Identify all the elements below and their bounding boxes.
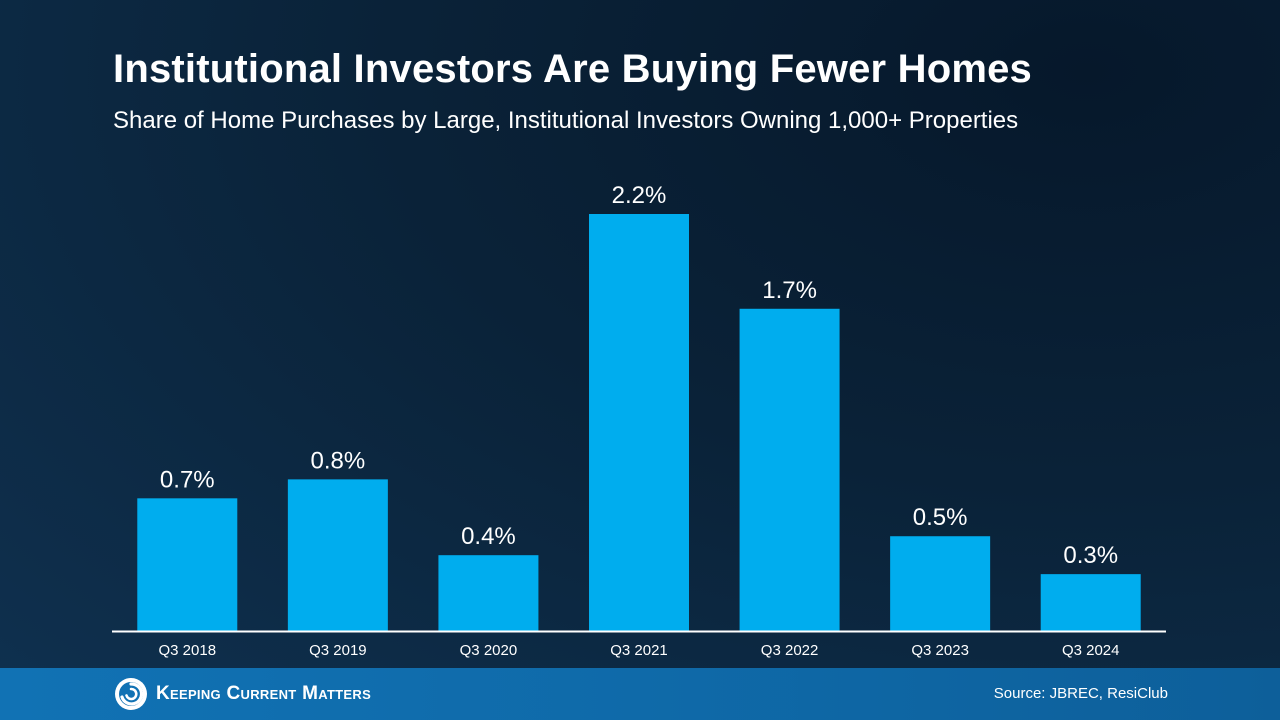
bar-1 (287, 479, 388, 631)
bar-3 (589, 214, 689, 631)
bar-0 (137, 498, 238, 631)
x-tick-label-2: Q3 2020 (460, 642, 518, 659)
footer-bar: Keeping Current Matters Source: JBREC, R… (0, 668, 1280, 720)
data-label-6: 0.3% (1063, 542, 1118, 569)
data-label-3: 2.2% (612, 182, 667, 209)
data-label-5: 0.5% (913, 504, 968, 531)
chart-subtitle: Share of Home Purchases by Large, Instit… (113, 107, 1019, 134)
data-label-2: 0.4% (461, 523, 516, 550)
bar-chart: 0.7% Q3 2018 0.8% Q3 2019 0.4% Q3 2020 2.2% Q3 … (137, 182, 1141, 659)
x-tick-label-6: Q3 2024 (1062, 642, 1120, 659)
brand-name: Keeping Current Matters (156, 683, 372, 704)
data-label-0: 0.7% (160, 466, 215, 493)
swirl-logo-icon (115, 678, 147, 710)
data-label-4: 1.7% (762, 277, 817, 304)
source-note: Source: JBREC, ResiClub (993, 685, 1168, 702)
bar-6 (1040, 574, 1141, 631)
data-label-1: 0.8% (311, 447, 366, 474)
bar-4 (739, 308, 840, 631)
x-tick-label-1: Q3 2019 (309, 642, 367, 659)
x-tick-label-3: Q3 2021 (610, 642, 668, 659)
chart-title: Institutional Investors Are Buying Fewer… (113, 47, 1033, 91)
bar-5 (890, 536, 991, 631)
bar-2 (438, 555, 539, 631)
x-tick-label-5: Q3 2023 (911, 642, 969, 659)
brand-logo[interactable]: Keeping Current Matters (114, 678, 371, 710)
x-tick-label-4: Q3 2022 (761, 642, 819, 659)
x-tick-label-0: Q3 2018 (159, 642, 217, 659)
